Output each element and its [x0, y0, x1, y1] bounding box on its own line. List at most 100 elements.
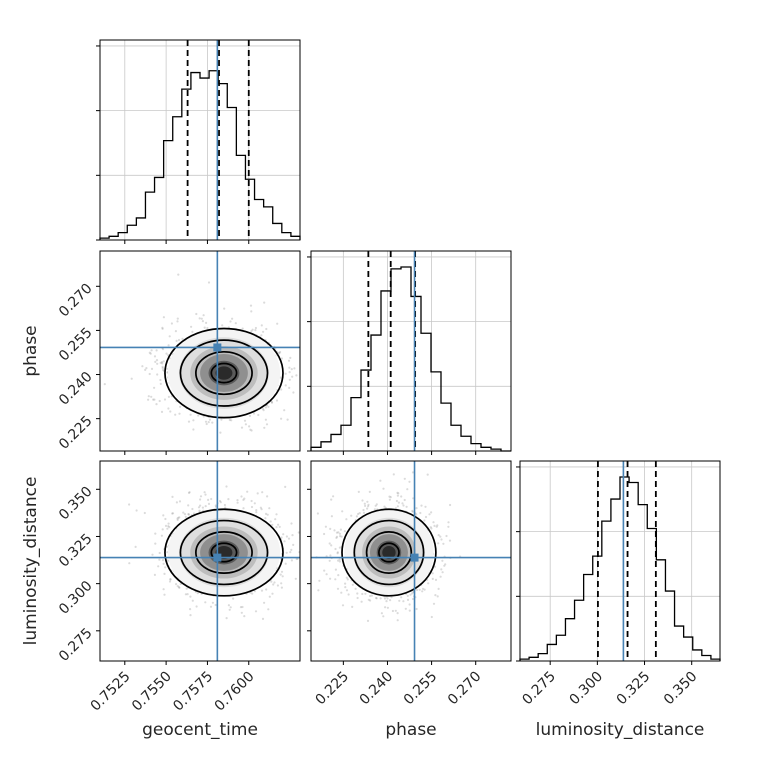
sample-point — [368, 490, 371, 493]
sample-point — [201, 320, 204, 323]
sample-point — [241, 327, 244, 330]
sample-point — [205, 321, 208, 324]
sample-point — [197, 506, 201, 509]
sample-point — [424, 515, 428, 519]
sample-point — [291, 375, 294, 378]
sample-point — [155, 403, 158, 406]
sample-point — [169, 410, 172, 413]
y-tick-label: 0.225 — [56, 413, 96, 453]
sample-point — [421, 587, 425, 590]
sample-point — [176, 317, 179, 320]
sample-point — [344, 586, 347, 589]
sample-point — [449, 503, 452, 507]
sample-point — [366, 500, 369, 503]
sample-point — [329, 527, 332, 531]
sample-point — [189, 608, 192, 611]
sample-point — [297, 531, 300, 534]
sample-point — [189, 614, 192, 617]
sample-point — [396, 494, 399, 497]
sample-point — [202, 314, 205, 317]
sample-point — [176, 320, 179, 323]
sample-point — [375, 503, 378, 506]
sample-point — [267, 608, 270, 611]
sample-point — [223, 503, 226, 507]
sample-point — [382, 615, 385, 618]
sample-point — [432, 602, 436, 605]
sample-point — [290, 522, 293, 525]
x-tick-label: 0.255 — [401, 669, 441, 709]
sample-point — [433, 524, 436, 528]
contour-3 — [210, 542, 238, 563]
sample-point — [187, 504, 190, 507]
sample-point — [201, 506, 204, 509]
sample-point — [287, 359, 291, 362]
sample-point — [153, 398, 156, 401]
sample-point — [160, 410, 164, 413]
sample-point — [155, 359, 159, 362]
sample-point — [261, 491, 264, 494]
sample-point — [427, 582, 430, 585]
sample-point — [163, 593, 166, 596]
sample-point — [151, 553, 154, 556]
sample-point — [328, 559, 331, 562]
sample-point — [161, 348, 165, 351]
sample-point — [156, 373, 159, 376]
sample-point — [341, 604, 345, 607]
sample-point — [355, 515, 358, 518]
sample-point — [176, 518, 179, 522]
sample-point — [361, 499, 364, 502]
sample-point — [405, 505, 408, 508]
sample-point — [270, 401, 274, 404]
sample-point — [221, 324, 224, 327]
sample-point — [279, 350, 282, 354]
sample-point — [288, 378, 291, 381]
sample-point — [346, 578, 349, 581]
sample-point — [164, 566, 167, 569]
sample-point — [203, 491, 206, 494]
sample-point — [159, 382, 162, 385]
sample-point — [171, 495, 174, 498]
sample-point — [204, 505, 207, 508]
sample-point — [161, 362, 164, 365]
sample-point — [283, 409, 286, 412]
sample-point — [336, 551, 339, 554]
sample-point — [294, 577, 297, 580]
sample-point — [324, 525, 327, 528]
sample-point — [305, 345, 307, 347]
sample-point — [174, 330, 177, 333]
sample-point — [434, 594, 437, 597]
sample-point — [280, 536, 283, 539]
sample-point — [367, 503, 370, 506]
sample-point — [182, 511, 185, 514]
sample-point — [192, 419, 195, 422]
density-level-5 — [382, 546, 396, 560]
sample-point — [409, 593, 412, 596]
sample-point — [207, 502, 211, 505]
sample-point — [249, 304, 253, 307]
joint-plot-area — [311, 461, 511, 661]
sample-point — [225, 485, 228, 488]
sample-point — [260, 589, 264, 592]
sample-point — [277, 523, 280, 526]
sample-point — [167, 522, 170, 525]
axes-frame — [99, 460, 301, 662]
sample-point — [148, 351, 151, 354]
sample-point — [431, 577, 434, 581]
sample-point — [311, 369, 313, 371]
sample-point — [443, 564, 446, 567]
sample-point — [379, 479, 382, 482]
sample-point — [254, 610, 258, 613]
sample-point — [351, 583, 354, 586]
sample-point — [162, 360, 165, 363]
sample-point — [154, 542, 157, 545]
sample-point — [279, 376, 282, 379]
sample-point — [289, 551, 292, 554]
sample-point — [250, 499, 253, 503]
sample-point — [178, 516, 181, 519]
sample-point — [192, 428, 195, 431]
contour-1 — [179, 519, 269, 586]
sample-point — [318, 579, 321, 582]
sample-point — [350, 514, 353, 517]
sample-point — [161, 365, 164, 368]
